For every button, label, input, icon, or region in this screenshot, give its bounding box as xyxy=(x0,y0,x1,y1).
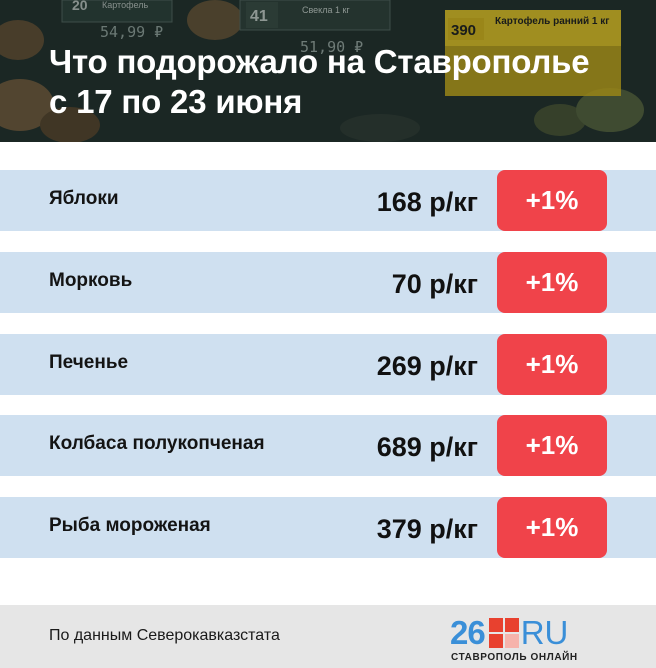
price-row-carrots: Морковь 70 р/кг +1% xyxy=(0,252,656,313)
product-name: Печенье xyxy=(49,352,129,373)
photo-dark-overlay xyxy=(0,0,656,142)
logo-wordmark: 26 RU xyxy=(450,616,568,650)
logo-subtitle: СТАВРОПОЛЬ ОНЛАЙН xyxy=(451,652,578,663)
footer-bar: По данным Северокавказстата 26 RU СТАВРО… xyxy=(0,605,656,668)
photo-tag-number-2: 41 xyxy=(250,8,268,25)
site-logo[interactable]: 26 RU СТАВРОПОЛЬ ОНЛАЙН xyxy=(450,616,610,664)
product-name: Колбаса полукопченая xyxy=(49,433,265,454)
logo-number: 26 xyxy=(450,614,486,651)
product-name: Морковь xyxy=(49,270,133,291)
product-name: Яблоки xyxy=(49,188,119,209)
product-name: Рыба мороженая xyxy=(49,515,211,536)
logo-square-icon xyxy=(488,618,519,648)
photo-price-2: 51,90 ₽ xyxy=(300,38,363,56)
photo-tag-label-1: Картофель xyxy=(102,0,148,10)
data-source-note: По данным Северокавказстата xyxy=(49,627,280,644)
price-change-badge: +1% xyxy=(497,415,607,476)
page-title: Что подорожало на Ставрополье с 17 по 23… xyxy=(49,42,629,122)
page-title-line-1: Что подорожало на Ставрополье xyxy=(49,43,590,80)
price-change-badge: +1% xyxy=(497,334,607,395)
photo-price-1: 54,99 ₽ xyxy=(100,23,163,41)
market-photo-background: 20 Картофель 54,99 ₽ 41 Свекла 1 кг 51,9… xyxy=(0,0,656,142)
product-price: 689 р/кг xyxy=(376,432,478,462)
photo-tag-number-1: 20 xyxy=(72,0,88,13)
product-price: 379 р/кг xyxy=(376,514,478,544)
product-price: 168 р/кг xyxy=(376,187,478,217)
product-price: 269 р/кг xyxy=(376,351,478,381)
header-banner: 20 Картофель 54,99 ₽ 41 Свекла 1 кг 51,9… xyxy=(0,0,656,142)
logo-domain: RU xyxy=(520,614,569,651)
price-row-apples: Яблоки 168 р/кг +1% xyxy=(0,170,656,231)
page-title-line-2: с 17 по 23 июня xyxy=(49,83,303,120)
price-change-badge: +1% xyxy=(497,170,607,231)
price-change-badge: +1% xyxy=(497,497,607,558)
photo-tag-label-3: Картофель ранний 1 кг xyxy=(495,15,609,27)
photo-tag-number-3: 390 xyxy=(451,22,476,39)
price-change-badge: +1% xyxy=(497,252,607,313)
price-row-frozen-fish: Рыба мороженая 379 р/кг +1% xyxy=(0,497,656,558)
price-row-cookies: Печенье 269 р/кг +1% xyxy=(0,334,656,395)
price-row-sausage: Колбаса полукопченая 689 р/кг +1% xyxy=(0,415,656,476)
product-price: 70 р/кг xyxy=(391,269,478,299)
photo-tag-label-2: Свекла 1 кг xyxy=(302,5,350,15)
